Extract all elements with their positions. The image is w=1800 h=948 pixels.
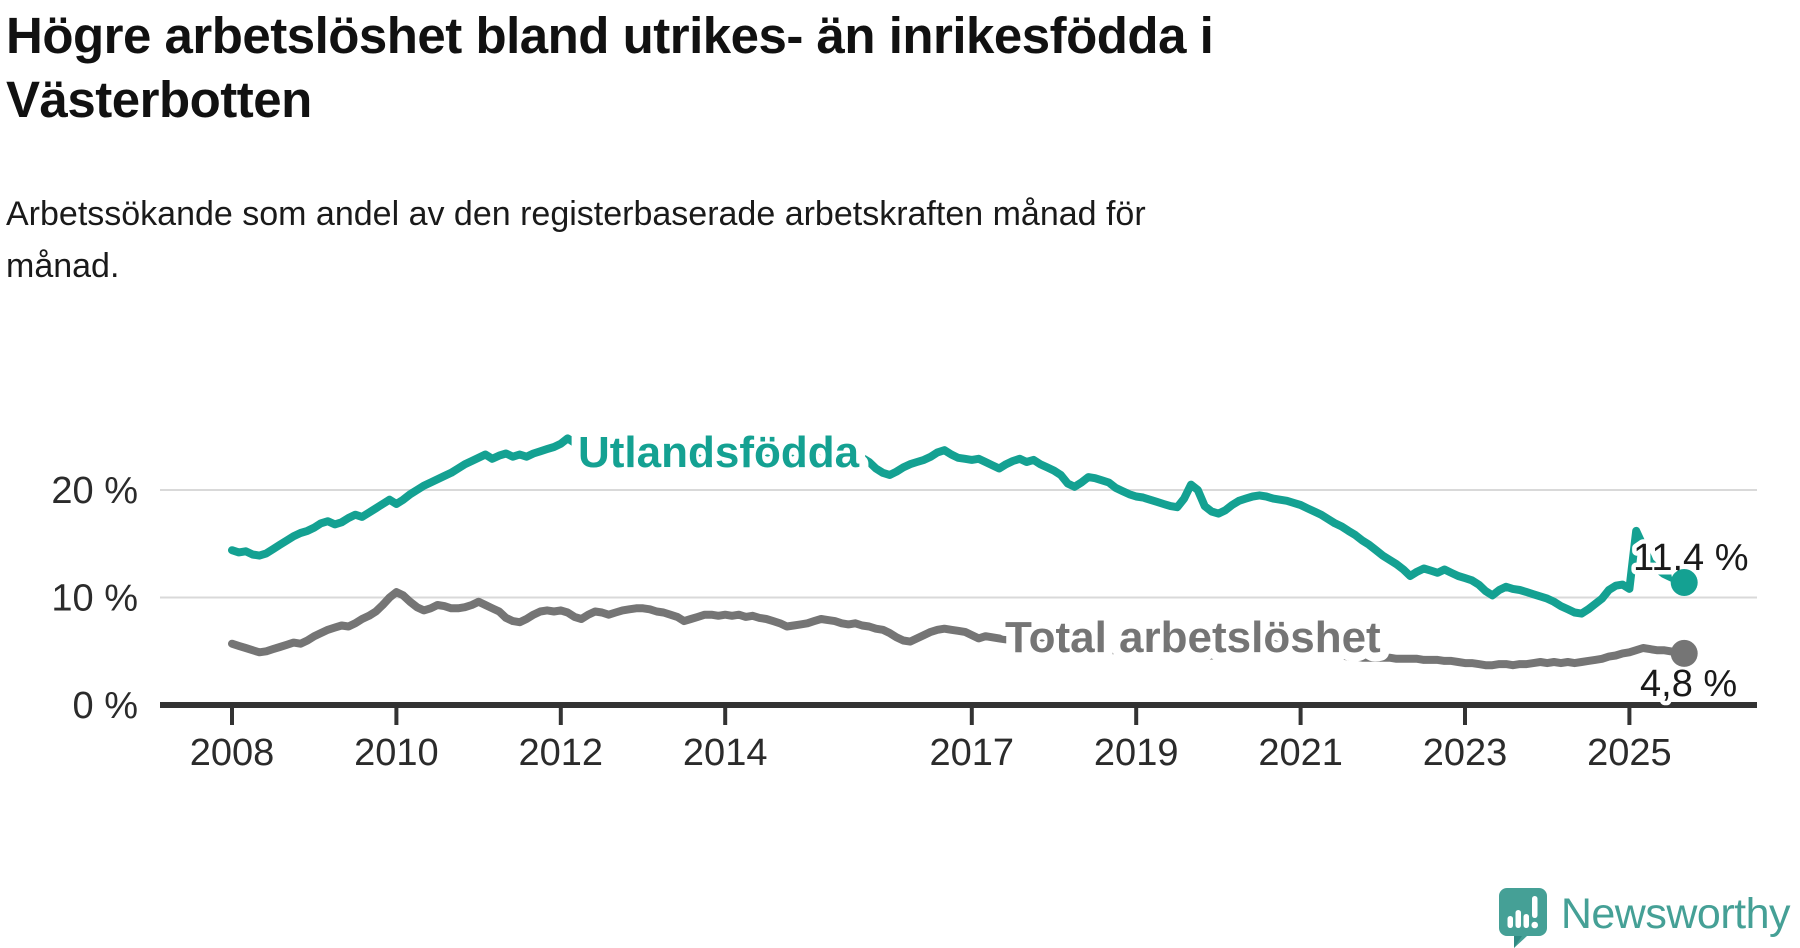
series-line-utlandsfodda — [228, 434, 1689, 618]
brand-name: Newsworthy — [1560, 889, 1791, 938]
x-axis-tick-label: 2014 — [683, 732, 768, 774]
x-axis-tick-label: 2008 — [190, 732, 275, 774]
logo-exclamation-bar — [1531, 896, 1538, 918]
y-axis-tick-label: 0 % — [73, 685, 138, 727]
y-axis-tick-label: 20 % — [51, 470, 138, 512]
x-axis-tick-label: 2017 — [930, 732, 1015, 774]
y-axis-tick-label: 10 % — [51, 578, 138, 620]
series-label-utlandsfodda: Utlandsfödda — [578, 428, 860, 477]
series-end-dot-total-arbetsloshet — [1670, 639, 1698, 667]
logo-exclamation-dot — [1531, 921, 1538, 929]
title-line-1: Högre arbetslöshet bland utrikes- än inr… — [6, 7, 1214, 64]
x-axis-tick-label: 2023 — [1423, 732, 1508, 774]
logo-bar-2 — [1515, 910, 1521, 928]
subtitle-line-1: Arbetssökande som andel av den registerb… — [6, 195, 1146, 233]
newsworthy-logo: Newsworthy — [1498, 888, 1791, 948]
x-axis-tick-label: 2010 — [354, 732, 439, 774]
subtitle-line-2: månad. — [6, 247, 120, 285]
x-axis-labels: 2008 2010 2012 2014 2017 2019 2021 2023 2025 — [190, 732, 1672, 774]
x-axis-tick-label: 2019 — [1094, 732, 1179, 774]
logo-tail-shadow — [1513, 936, 1522, 948]
title-line-2: Västerbotten — [6, 71, 312, 128]
logo-bar-1 — [1507, 916, 1513, 928]
page-title: Högre arbetslöshet bland utrikes- än inr… — [6, 4, 1214, 132]
series-label-total-arbetsloshet: Total arbetslöshet — [1005, 613, 1381, 662]
newsworthy-speech-bubble-chart-icon — [1498, 888, 1547, 948]
x-axis-tick-label: 2025 — [1587, 732, 1672, 774]
x-axis-ticks — [230, 707, 1632, 725]
x-axis-tick-label: 2021 — [1258, 732, 1343, 774]
logo-bar-3 — [1523, 914, 1529, 928]
series-end-dot-utlandsfodda — [1670, 569, 1698, 596]
x-axis-tick-label: 2012 — [519, 732, 604, 774]
series-line-total-arbetsloshet — [228, 588, 1689, 670]
chart-subtitle: Arbetssökande som andel av den registerb… — [6, 188, 1146, 292]
end-value-label-total-arbetsloshet: 4,8 % — [1640, 663, 1737, 705]
y-axis-labels: 0 % 10 % 20 % — [51, 470, 138, 727]
